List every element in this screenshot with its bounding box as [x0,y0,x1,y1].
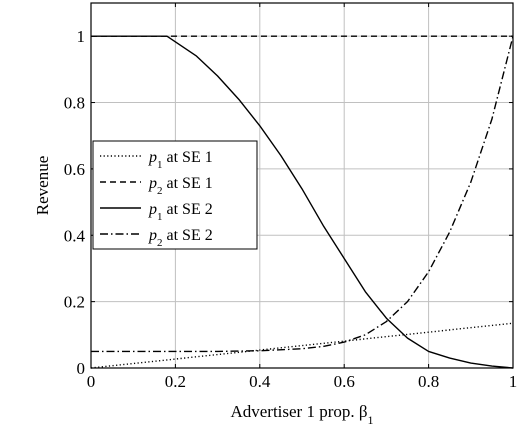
series-line-p2-at-se-2 [91,36,514,353]
legend-label: p1 at SE 1 [148,149,213,171]
x-axis-title: Advertiser 1 prop. β1 [230,402,373,427]
legend-label: p1 at SE 2 [148,201,213,223]
x-tick-label: 0.8 [418,372,439,391]
x-tick-label: 0.6 [334,372,355,391]
legend-entry: p1 at SE 2 [100,201,213,223]
y-axis-title: Revenue [33,156,52,215]
series-line-p1-at-se-2 [91,35,514,369]
plot-frame [90,2,514,369]
y-tick-label: 0.8 [64,94,85,113]
x-tick-label: 0.2 [165,372,186,391]
legend-box [92,140,258,250]
series-line-p1-at-se-1 [90,322,514,369]
y-tick-label: 0.6 [64,160,85,179]
legend-entry: p2 at SE 1 [100,175,213,197]
x-tick-label: 0.4 [249,372,271,391]
axis-ticks [90,3,514,369]
y-tick-label: 0.4 [64,226,86,245]
legend-label: p2 at SE 2 [148,227,213,249]
y-tick-label: 1 [77,27,86,46]
x-tick-label: 1 [509,372,517,391]
legend: p1 at SE 1 p2 at SE 1 p1 at SE 2 p2 at SE 2 [92,140,258,250]
x-tick-label: 0 [87,372,96,391]
legend-entry: p1 at SE 1 [100,149,213,171]
legend-entry: p2 at SE 2 [100,227,213,249]
y-tick-label: 0 [77,359,86,378]
legend-label: p2 at SE 1 [148,175,213,197]
y-tick-label: 0.2 [64,293,85,312]
axis-tick-labels: 0 0.2 0.4 0.6 0.8 1 0 0.2 0.4 0.6 0.8 1 [64,27,517,391]
series-lines [90,35,514,369]
